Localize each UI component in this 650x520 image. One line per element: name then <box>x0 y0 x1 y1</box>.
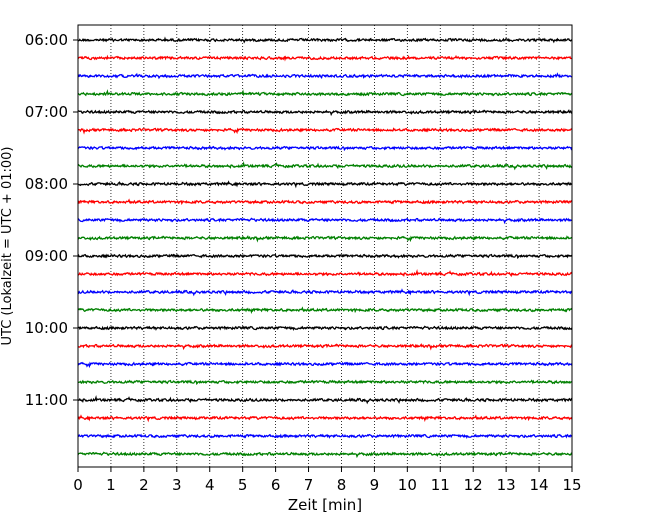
y-axis-label: UTC (Lokalzeit = UTC + 01:00) <box>0 147 15 346</box>
y-tick-label: 10:00 <box>25 319 68 337</box>
trace-line-11 <box>77 235 572 243</box>
x-tick-label: 7 <box>304 476 314 494</box>
x-tick-label: 10 <box>398 476 417 494</box>
trace-line-2 <box>77 72 573 80</box>
plot-background <box>78 25 572 467</box>
x-tick-label: 12 <box>464 476 483 494</box>
x-tick-label: 1 <box>106 476 116 494</box>
trace-line-7 <box>77 160 573 171</box>
trace-line-6 <box>77 145 573 152</box>
y-axis-ticks: 06:00 07:00 08:00 09:00 10:00 11:00 <box>25 31 78 409</box>
x-tick-label: 11 <box>431 476 450 494</box>
x-tick-label: 15 <box>562 476 581 494</box>
x-tick-label: 2 <box>139 476 149 494</box>
plot-frame <box>77 24 573 468</box>
trace-line-9 <box>77 198 573 206</box>
trace-line-12 <box>77 253 573 260</box>
y-tick-label: 08:00 <box>25 175 68 193</box>
y-tick-label: 11:00 <box>25 391 68 409</box>
x-tick-label: 13 <box>497 476 516 494</box>
y-tick-label: 09:00 <box>25 247 68 265</box>
x-tick-label: 5 <box>238 476 248 494</box>
trace-line-5 <box>77 127 572 135</box>
trace-line-3 <box>78 89 573 98</box>
trace-line-10 <box>77 217 573 225</box>
trace-line-8 <box>77 180 572 189</box>
x-tick-label: 4 <box>205 476 215 494</box>
x-tick-label: 3 <box>172 476 182 494</box>
trace-line-23 <box>77 451 573 459</box>
x-tick-label: 8 <box>337 476 347 494</box>
trace-line-13 <box>77 268 573 278</box>
x-axis-ticks: 0 1 2 3 4 5 6 7 8 9 10 11 12 13 14 15 <box>73 467 582 494</box>
trace-line-15 <box>77 306 573 315</box>
y-tick-label: 07:00 <box>25 103 68 121</box>
x-tick-label: 6 <box>271 476 281 494</box>
trace-line-16 <box>77 325 573 332</box>
trace-line-22 <box>77 433 573 440</box>
trace-line-20 <box>77 394 573 405</box>
x-tick-label: 9 <box>370 476 380 494</box>
trace-line-19 <box>77 379 573 386</box>
y-tick-label: 06:00 <box>25 31 68 49</box>
trace-line-14 <box>77 288 573 297</box>
trace-group <box>77 36 573 459</box>
trace-line-21 <box>77 414 573 423</box>
x-tick-label: 0 <box>73 476 83 494</box>
trace-line-17 <box>77 343 573 351</box>
x-tick-label: 14 <box>530 476 549 494</box>
trace-line-1 <box>77 54 572 62</box>
trace-line-4 <box>77 109 573 117</box>
trace-line-0 <box>77 36 573 44</box>
trace-line-18 <box>77 361 573 369</box>
x-axis-label: Zeit [min] <box>288 496 362 514</box>
